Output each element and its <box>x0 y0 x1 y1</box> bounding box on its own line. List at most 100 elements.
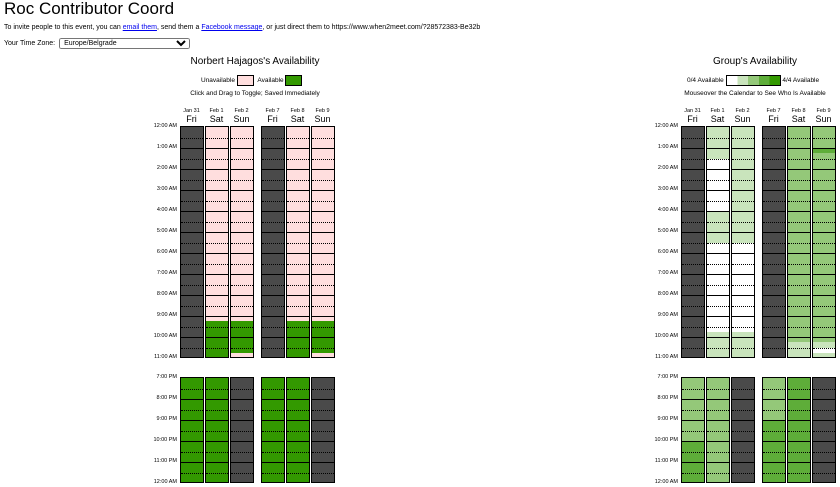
group-time-slot[interactable] <box>763 451 785 457</box>
group-time-slot[interactable] <box>707 258 729 264</box>
my-time-slot[interactable] <box>206 200 228 206</box>
group-time-slot[interactable] <box>763 477 785 482</box>
my-time-slot[interactable] <box>206 179 228 185</box>
group-time-slot[interactable] <box>707 399 729 405</box>
my-time-slot[interactable] <box>206 263 228 269</box>
my-time-slot[interactable] <box>312 295 334 301</box>
my-time-slot[interactable] <box>262 404 284 410</box>
group-time-slot[interactable] <box>813 179 835 185</box>
group-time-slot[interactable] <box>682 467 704 473</box>
my-day-column[interactable] <box>180 126 204 358</box>
group-time-slot[interactable] <box>788 462 810 468</box>
my-time-slot[interactable] <box>312 153 334 159</box>
group-time-slot[interactable] <box>732 316 754 322</box>
my-time-slot[interactable] <box>287 237 309 243</box>
my-time-slot[interactable] <box>206 169 228 175</box>
my-time-slot[interactable] <box>231 137 253 143</box>
my-time-slot[interactable] <box>312 253 334 259</box>
group-time-slot[interactable] <box>788 425 810 431</box>
my-time-slot[interactable] <box>262 393 284 399</box>
my-time-slot[interactable] <box>231 195 253 201</box>
my-time-slot[interactable] <box>312 337 334 343</box>
my-time-slot[interactable] <box>312 331 334 337</box>
group-time-slot[interactable] <box>732 237 754 243</box>
my-time-slot[interactable] <box>231 352 253 357</box>
group-time-slot[interactable] <box>732 169 754 175</box>
my-time-slot[interactable] <box>206 446 228 452</box>
my-time-slot[interactable] <box>206 142 228 148</box>
group-time-slot[interactable] <box>707 137 729 143</box>
group-time-slot[interactable] <box>788 263 810 269</box>
my-time-slot[interactable] <box>312 226 334 232</box>
my-time-slot[interactable] <box>181 462 203 468</box>
group-time-slot[interactable] <box>682 435 704 441</box>
group-time-slot[interactable] <box>813 321 835 327</box>
my-time-slot[interactable] <box>206 247 228 253</box>
my-time-slot[interactable] <box>312 289 334 295</box>
my-time-slot[interactable] <box>231 337 253 343</box>
my-time-slot[interactable] <box>206 153 228 159</box>
my-time-slot[interactable] <box>312 347 334 353</box>
my-time-slot[interactable] <box>206 137 228 143</box>
my-time-slot[interactable] <box>231 232 253 238</box>
my-time-slot[interactable] <box>231 247 253 253</box>
group-time-slot[interactable] <box>707 310 729 316</box>
my-time-slot[interactable] <box>231 169 253 175</box>
my-time-slot[interactable] <box>206 310 228 316</box>
my-time-slot[interactable] <box>181 383 203 389</box>
my-time-slot[interactable] <box>262 446 284 452</box>
my-time-slot[interactable] <box>181 388 203 394</box>
group-time-slot[interactable] <box>788 137 810 143</box>
group-time-slot[interactable] <box>707 148 729 154</box>
group-time-slot[interactable] <box>813 300 835 306</box>
my-time-slot[interactable] <box>312 184 334 190</box>
group-time-slot[interactable] <box>788 472 810 478</box>
group-time-slot[interactable] <box>732 247 754 253</box>
group-time-slot[interactable] <box>763 462 785 468</box>
group-time-slot[interactable] <box>813 237 835 243</box>
my-time-slot[interactable] <box>206 258 228 264</box>
my-time-slot[interactable] <box>206 127 228 133</box>
group-time-slot[interactable] <box>788 184 810 190</box>
my-day-column[interactable] <box>311 377 335 483</box>
my-day-column[interactable] <box>286 377 310 483</box>
my-time-slot[interactable] <box>231 347 253 353</box>
group-time-slot[interactable] <box>813 137 835 143</box>
group-time-slot[interactable] <box>788 142 810 148</box>
my-time-slot[interactable] <box>287 258 309 264</box>
my-time-slot[interactable] <box>287 414 309 420</box>
my-time-slot[interactable] <box>181 467 203 473</box>
group-time-slot[interactable] <box>707 179 729 185</box>
group-time-slot[interactable] <box>788 409 810 415</box>
my-time-slot[interactable] <box>287 169 309 175</box>
group-time-slot[interactable] <box>707 462 729 468</box>
my-time-slot[interactable] <box>181 441 203 447</box>
my-time-slot[interactable] <box>287 404 309 410</box>
my-time-slot[interactable] <box>287 388 309 394</box>
group-time-slot[interactable] <box>707 158 729 164</box>
my-time-slot[interactable] <box>206 435 228 441</box>
group-time-slot[interactable] <box>813 184 835 190</box>
group-day-column[interactable] <box>812 377 836 483</box>
group-time-slot[interactable] <box>788 404 810 410</box>
group-time-slot[interactable] <box>763 414 785 420</box>
group-time-slot[interactable] <box>813 127 835 133</box>
my-time-slot[interactable] <box>206 284 228 290</box>
my-time-slot[interactable] <box>312 268 334 274</box>
group-time-slot[interactable] <box>682 404 704 410</box>
group-time-slot[interactable] <box>813 174 835 180</box>
group-time-slot[interactable] <box>707 268 729 274</box>
group-time-slot[interactable] <box>788 190 810 196</box>
my-time-slot[interactable] <box>231 237 253 243</box>
group-time-slot[interactable] <box>732 195 754 201</box>
group-time-slot[interactable] <box>732 132 754 138</box>
my-day-column[interactable] <box>286 126 310 358</box>
my-time-slot[interactable] <box>287 184 309 190</box>
my-time-slot[interactable] <box>312 326 334 332</box>
group-time-slot[interactable] <box>788 216 810 222</box>
my-time-slot[interactable] <box>231 127 253 133</box>
group-time-slot[interactable] <box>813 148 835 154</box>
my-time-slot[interactable] <box>262 430 284 436</box>
group-time-slot[interactable] <box>707 383 729 389</box>
my-time-slot[interactable] <box>206 414 228 420</box>
